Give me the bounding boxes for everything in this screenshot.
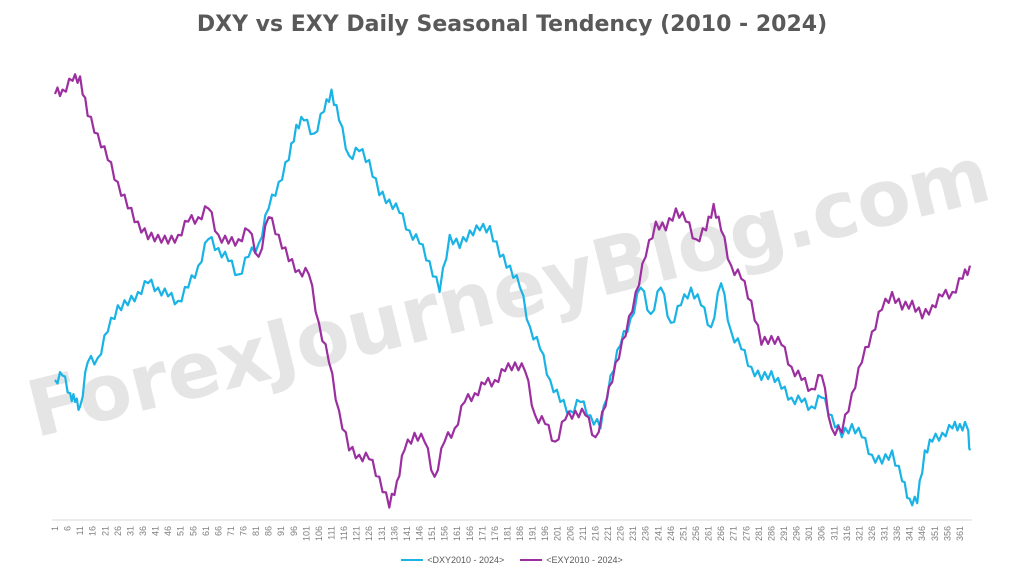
x-tick-label: 341: [905, 526, 915, 541]
x-tick-label: 81: [251, 526, 261, 536]
x-tick-label: 241: [653, 526, 663, 541]
x-tick-label: 216: [591, 526, 601, 541]
x-tick-label: 231: [628, 526, 638, 541]
series-line-dxy: [54, 88, 972, 507]
x-tick-label: 326: [867, 526, 877, 541]
x-tick-label: 141: [402, 526, 412, 541]
x-tick-label: 361: [955, 526, 965, 541]
x-tick-label: 356: [942, 526, 952, 541]
x-tick-label: 266: [716, 526, 726, 541]
series-line-exy: [53, 73, 972, 509]
x-tick-label: 271: [729, 526, 739, 541]
x-tick-label: 121: [352, 526, 362, 541]
x-tick-label: 261: [704, 526, 714, 541]
x-tick-label: 56: [188, 526, 198, 536]
x-tick-label: 1: [50, 526, 60, 531]
x-tick-label: 31: [125, 526, 135, 536]
x-tick-label: 221: [603, 526, 613, 541]
legend-item-dxy: <DXY2010 - 2024>: [401, 555, 504, 565]
x-tick-label: 171: [477, 526, 487, 541]
x-tick-label: 116: [339, 526, 349, 540]
chart-title: DXY vs EXY Daily Seasonal Tendency (2010…: [196, 12, 828, 37]
x-tick-label: 96: [289, 526, 299, 536]
x-tick-label: 346: [917, 526, 927, 541]
x-tick-label: 331: [880, 526, 890, 541]
x-tick-label: 111: [327, 526, 337, 540]
x-tick-label: 186: [515, 526, 525, 541]
x-tick-label: 36: [138, 526, 148, 536]
x-tick-label: 251: [678, 526, 688, 541]
x-tick-label: 61: [201, 526, 211, 536]
x-tick-label: 311: [829, 526, 839, 540]
x-tick-label: 201: [553, 526, 563, 541]
x-axis-tick-labels: 1 6 11 16 21 26 31 36 41 46 51 56 61 66 71 76 81 86 91 96 10…: [50, 526, 965, 541]
x-tick-label: 136: [389, 526, 399, 541]
x-tick-label: 161: [452, 526, 462, 541]
legend-item-exy: <EXY2010 - 2024>: [520, 555, 623, 565]
x-tick-label: 211: [578, 526, 588, 540]
x-tick-label: 291: [779, 526, 789, 541]
legend: <DXY2010 - 2024> <EXY2010 - 2024>: [0, 553, 1024, 565]
x-tick-label: 226: [616, 526, 626, 541]
x-tick-label: 336: [892, 526, 902, 541]
x-tick-label: 21: [100, 526, 110, 536]
x-tick-label: 321: [854, 526, 864, 541]
x-tick-label: 101: [301, 526, 311, 541]
x-tick-label: 146: [415, 526, 425, 541]
x-tick-label: 286: [766, 526, 776, 541]
x-tick-label: 151: [427, 526, 437, 541]
legend-swatch: [401, 559, 424, 561]
x-tick-label: 191: [528, 526, 538, 541]
x-tick-label: 16: [88, 526, 98, 536]
x-tick-label: 281: [754, 526, 764, 541]
x-tick-label: 176: [490, 526, 500, 541]
x-tick-label: 26: [113, 526, 123, 536]
x-tick-label: 76: [239, 526, 249, 536]
x-tick-label: 71: [226, 526, 236, 536]
x-tick-label: 276: [741, 526, 751, 541]
x-tick-label: 11: [75, 526, 85, 535]
x-tick-label: 256: [691, 526, 701, 541]
x-tick-label: 66: [213, 526, 223, 536]
x-tick-label: 206: [565, 526, 575, 541]
x-tick-label: 351: [930, 526, 940, 541]
x-tick-label: 6: [63, 526, 73, 531]
x-tick-label: 46: [163, 526, 173, 536]
x-tick-label: 316: [842, 526, 852, 541]
legend-swatch: [520, 559, 543, 561]
legend-label: <EXY2010 - 2024>: [546, 555, 623, 565]
x-tick-label: 131: [377, 526, 387, 541]
x-tick-label: 86: [264, 526, 274, 536]
x-tick-label: 181: [503, 526, 513, 541]
x-tick-label: 41: [151, 526, 161, 536]
x-tick-label: 106: [314, 526, 324, 541]
x-tick-label: 236: [641, 526, 651, 541]
x-tick-label: 91: [276, 526, 286, 536]
x-tick-label: 156: [440, 526, 450, 541]
x-tick-label: 246: [666, 526, 676, 541]
x-tick-label: 296: [792, 526, 802, 541]
x-tick-label: 126: [364, 526, 374, 541]
x-tick-label: 306: [817, 526, 827, 541]
x-tick-label: 166: [465, 526, 475, 541]
x-tick-label: 196: [540, 526, 550, 541]
x-tick-label: 301: [804, 526, 814, 541]
legend-label: <DXY2010 - 2024>: [427, 555, 505, 565]
x-tick-label: 51: [176, 526, 186, 536]
series-layer: [53, 73, 972, 509]
